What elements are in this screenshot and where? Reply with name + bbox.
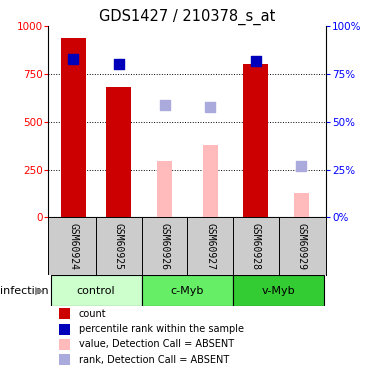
Bar	[59, 308, 70, 319]
Point	[116, 62, 122, 68]
Point	[162, 102, 168, 108]
Text: GSM60927: GSM60927	[205, 223, 215, 270]
Bar	[243, 64, 268, 218]
Text: percentile rank within the sample: percentile rank within the sample	[79, 324, 244, 334]
Point	[207, 104, 213, 110]
Bar	[59, 339, 70, 350]
Point	[298, 163, 304, 169]
Bar	[233, 275, 324, 306]
Bar	[203, 145, 218, 218]
Text: ▶: ▶	[35, 286, 43, 296]
Bar	[142, 275, 233, 306]
Text: GSM60924: GSM60924	[68, 223, 78, 270]
Bar	[106, 87, 131, 218]
Text: v-Myb: v-Myb	[262, 286, 295, 296]
Text: GSM60925: GSM60925	[114, 223, 124, 270]
Text: control: control	[77, 286, 115, 296]
Bar	[61, 38, 86, 218]
Text: c-Myb: c-Myb	[171, 286, 204, 296]
Bar	[59, 354, 70, 365]
Bar	[50, 275, 142, 306]
Bar	[59, 324, 70, 334]
Text: GSM60928: GSM60928	[251, 223, 261, 270]
Point	[253, 58, 259, 64]
Bar	[157, 161, 172, 218]
Text: value, Detection Call = ABSENT: value, Detection Call = ABSENT	[79, 339, 234, 350]
Text: infection: infection	[0, 286, 49, 296]
Title: GDS1427 / 210378_s_at: GDS1427 / 210378_s_at	[99, 9, 276, 25]
Bar	[294, 192, 309, 217]
Point	[70, 56, 76, 62]
Text: GSM60926: GSM60926	[160, 223, 170, 270]
Text: count: count	[79, 309, 106, 319]
Text: rank, Detection Call = ABSENT: rank, Detection Call = ABSENT	[79, 355, 229, 365]
Text: GSM60929: GSM60929	[296, 223, 306, 270]
